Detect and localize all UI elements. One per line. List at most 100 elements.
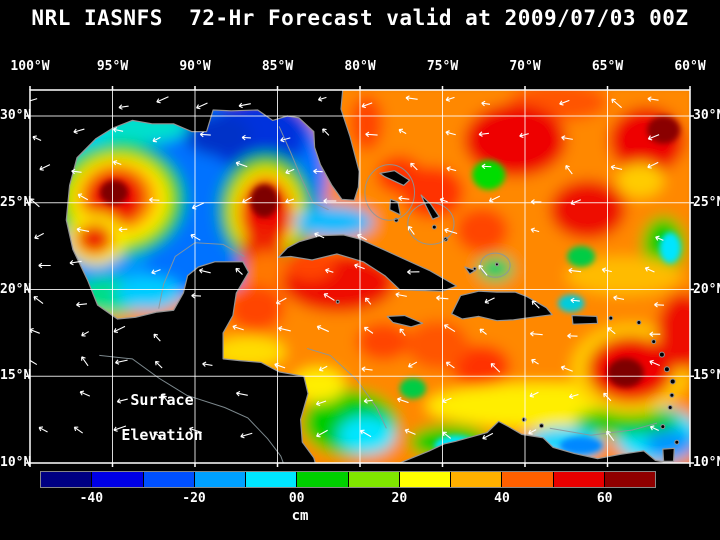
- vector-arrow-icon: [442, 397, 452, 404]
- vector-arrow-icon: [361, 102, 373, 109]
- colorbar-tick-label: 00: [288, 491, 305, 506]
- island: [472, 266, 477, 271]
- vector-arrow-icon: [445, 130, 456, 136]
- vector-arrow-icon: [71, 168, 82, 175]
- vector-arrow-icon: [404, 428, 416, 435]
- landmass: [464, 266, 477, 275]
- vector-arrow-icon: [479, 328, 487, 335]
- vector-arrow-icon: [149, 197, 160, 203]
- vector-arrow-icon: [30, 198, 40, 208]
- lat-tick-label: 10°N: [0, 455, 32, 470]
- vector-arrow-icon: [278, 326, 291, 332]
- vector-arrow-icon: [647, 161, 659, 169]
- island: [658, 351, 665, 358]
- colorbar-segment: [92, 472, 144, 487]
- vector-arrow-icon: [323, 293, 335, 301]
- landmass: [379, 170, 411, 186]
- lon-tick-label: 85°W: [261, 59, 294, 74]
- vector-arrow-icon: [242, 196, 252, 204]
- map-frame: [29, 89, 691, 464]
- lon-tick-label: 90°W: [179, 59, 211, 74]
- colorbar-unit-label: cm: [291, 508, 309, 524]
- bathymetry-contour: [549, 422, 658, 436]
- vector-arrow-icon: [436, 295, 449, 301]
- vector-arrow-icon: [647, 134, 660, 141]
- lat-tick-label: 20°N: [693, 281, 720, 297]
- colorbar: [40, 471, 656, 488]
- vector-arrow-icon: [445, 96, 455, 102]
- vector-arrow-icon: [275, 297, 287, 305]
- vector-arrow-icon: [39, 164, 51, 171]
- vector-arrow-icon: [30, 327, 40, 334]
- vector-arrow-icon: [196, 102, 208, 110]
- vector-arrow-icon: [235, 161, 248, 168]
- vector-arrow-icon: [439, 197, 448, 203]
- vector-arrow-icon: [365, 297, 372, 305]
- vector-arrow-icon: [490, 362, 501, 373]
- landmass: [571, 314, 599, 325]
- vector-arrow-icon: [235, 267, 243, 275]
- vector-arrow-icon: [191, 292, 202, 299]
- bathymetry-contour: [158, 242, 245, 309]
- vector-arrow-icon: [395, 292, 407, 298]
- vector-arrow-icon: [34, 232, 44, 240]
- colorbar-tick-label: 40: [494, 491, 510, 506]
- vector-arrow-icon: [199, 131, 211, 138]
- island: [674, 439, 680, 445]
- colorbar-segment: [451, 472, 503, 487]
- colorbar-tick-label: 20: [391, 491, 408, 506]
- vector-arrow-icon: [314, 232, 325, 239]
- landmass: [386, 314, 424, 328]
- vector-arrow-icon: [118, 104, 129, 110]
- vector-arrow-icon: [399, 328, 406, 336]
- vector-arrow-icon: [76, 301, 88, 308]
- vector-arrow-icon: [30, 98, 38, 104]
- vector-arrow-icon: [649, 359, 660, 367]
- vector-arrow-icon: [529, 331, 543, 337]
- vector-arrow-icon: [69, 259, 82, 266]
- vector-arrow-icon: [81, 356, 89, 367]
- vector-arrow-icon: [73, 426, 83, 434]
- vector-arrow-icon: [482, 432, 494, 440]
- island: [669, 392, 675, 398]
- vector-arrow-icon: [315, 400, 327, 407]
- field-name-label-line1: Surface: [130, 391, 194, 409]
- vector-arrow-icon: [118, 226, 128, 233]
- bathymetry-contour: [307, 348, 387, 429]
- field-name-label-line2: Elevation: [121, 426, 203, 444]
- vector-arrow-icon: [238, 102, 251, 109]
- vector-arrow-icon: [365, 131, 378, 138]
- lon-tick-label: 70°W: [509, 59, 541, 74]
- vector-arrow-icon: [112, 160, 122, 166]
- vector-arrow-icon: [153, 333, 161, 342]
- vector-arrow-icon: [407, 269, 420, 275]
- vector-arrow-icon: [410, 162, 418, 171]
- vector-arrow-icon: [241, 134, 251, 141]
- lat-tick-label: 15°N: [693, 368, 720, 384]
- colorbar-tick-label: -40: [79, 491, 104, 506]
- vector-arrow-icon: [316, 325, 329, 333]
- colorbar-segment: [348, 472, 400, 487]
- lon-tick-label: 80°W: [344, 59, 376, 74]
- vector-arrow-icon: [528, 429, 537, 435]
- vector-arrow-icon: [606, 430, 615, 441]
- vector-arrow-icon: [397, 397, 409, 404]
- vector-arrow-icon: [198, 268, 211, 274]
- vector-arrow-icon: [38, 262, 51, 269]
- vector-arrow-icon: [325, 268, 334, 274]
- vector-arrow-icon: [323, 198, 337, 204]
- vector-arrow-icon: [568, 267, 582, 274]
- plot-title: NRL IASNFS 72-Hr Forecast valid at 2009/…: [31, 6, 689, 30]
- vector-arrow-icon: [190, 233, 201, 241]
- vector-arrow-icon: [156, 96, 169, 104]
- vector-arrow-icon: [443, 324, 456, 333]
- vector-arrow-icon: [481, 100, 491, 107]
- vector-arrow-icon: [405, 95, 418, 101]
- vector-arrow-icon: [363, 398, 373, 404]
- colorbar-segment: [194, 472, 246, 487]
- lon-tick-label: 75°W: [426, 59, 459, 74]
- vector-arrow-icon: [32, 135, 42, 142]
- vector-arrow-icon: [113, 425, 127, 432]
- vector-arrow-icon: [115, 359, 128, 365]
- vector-arrow-icon: [360, 429, 372, 438]
